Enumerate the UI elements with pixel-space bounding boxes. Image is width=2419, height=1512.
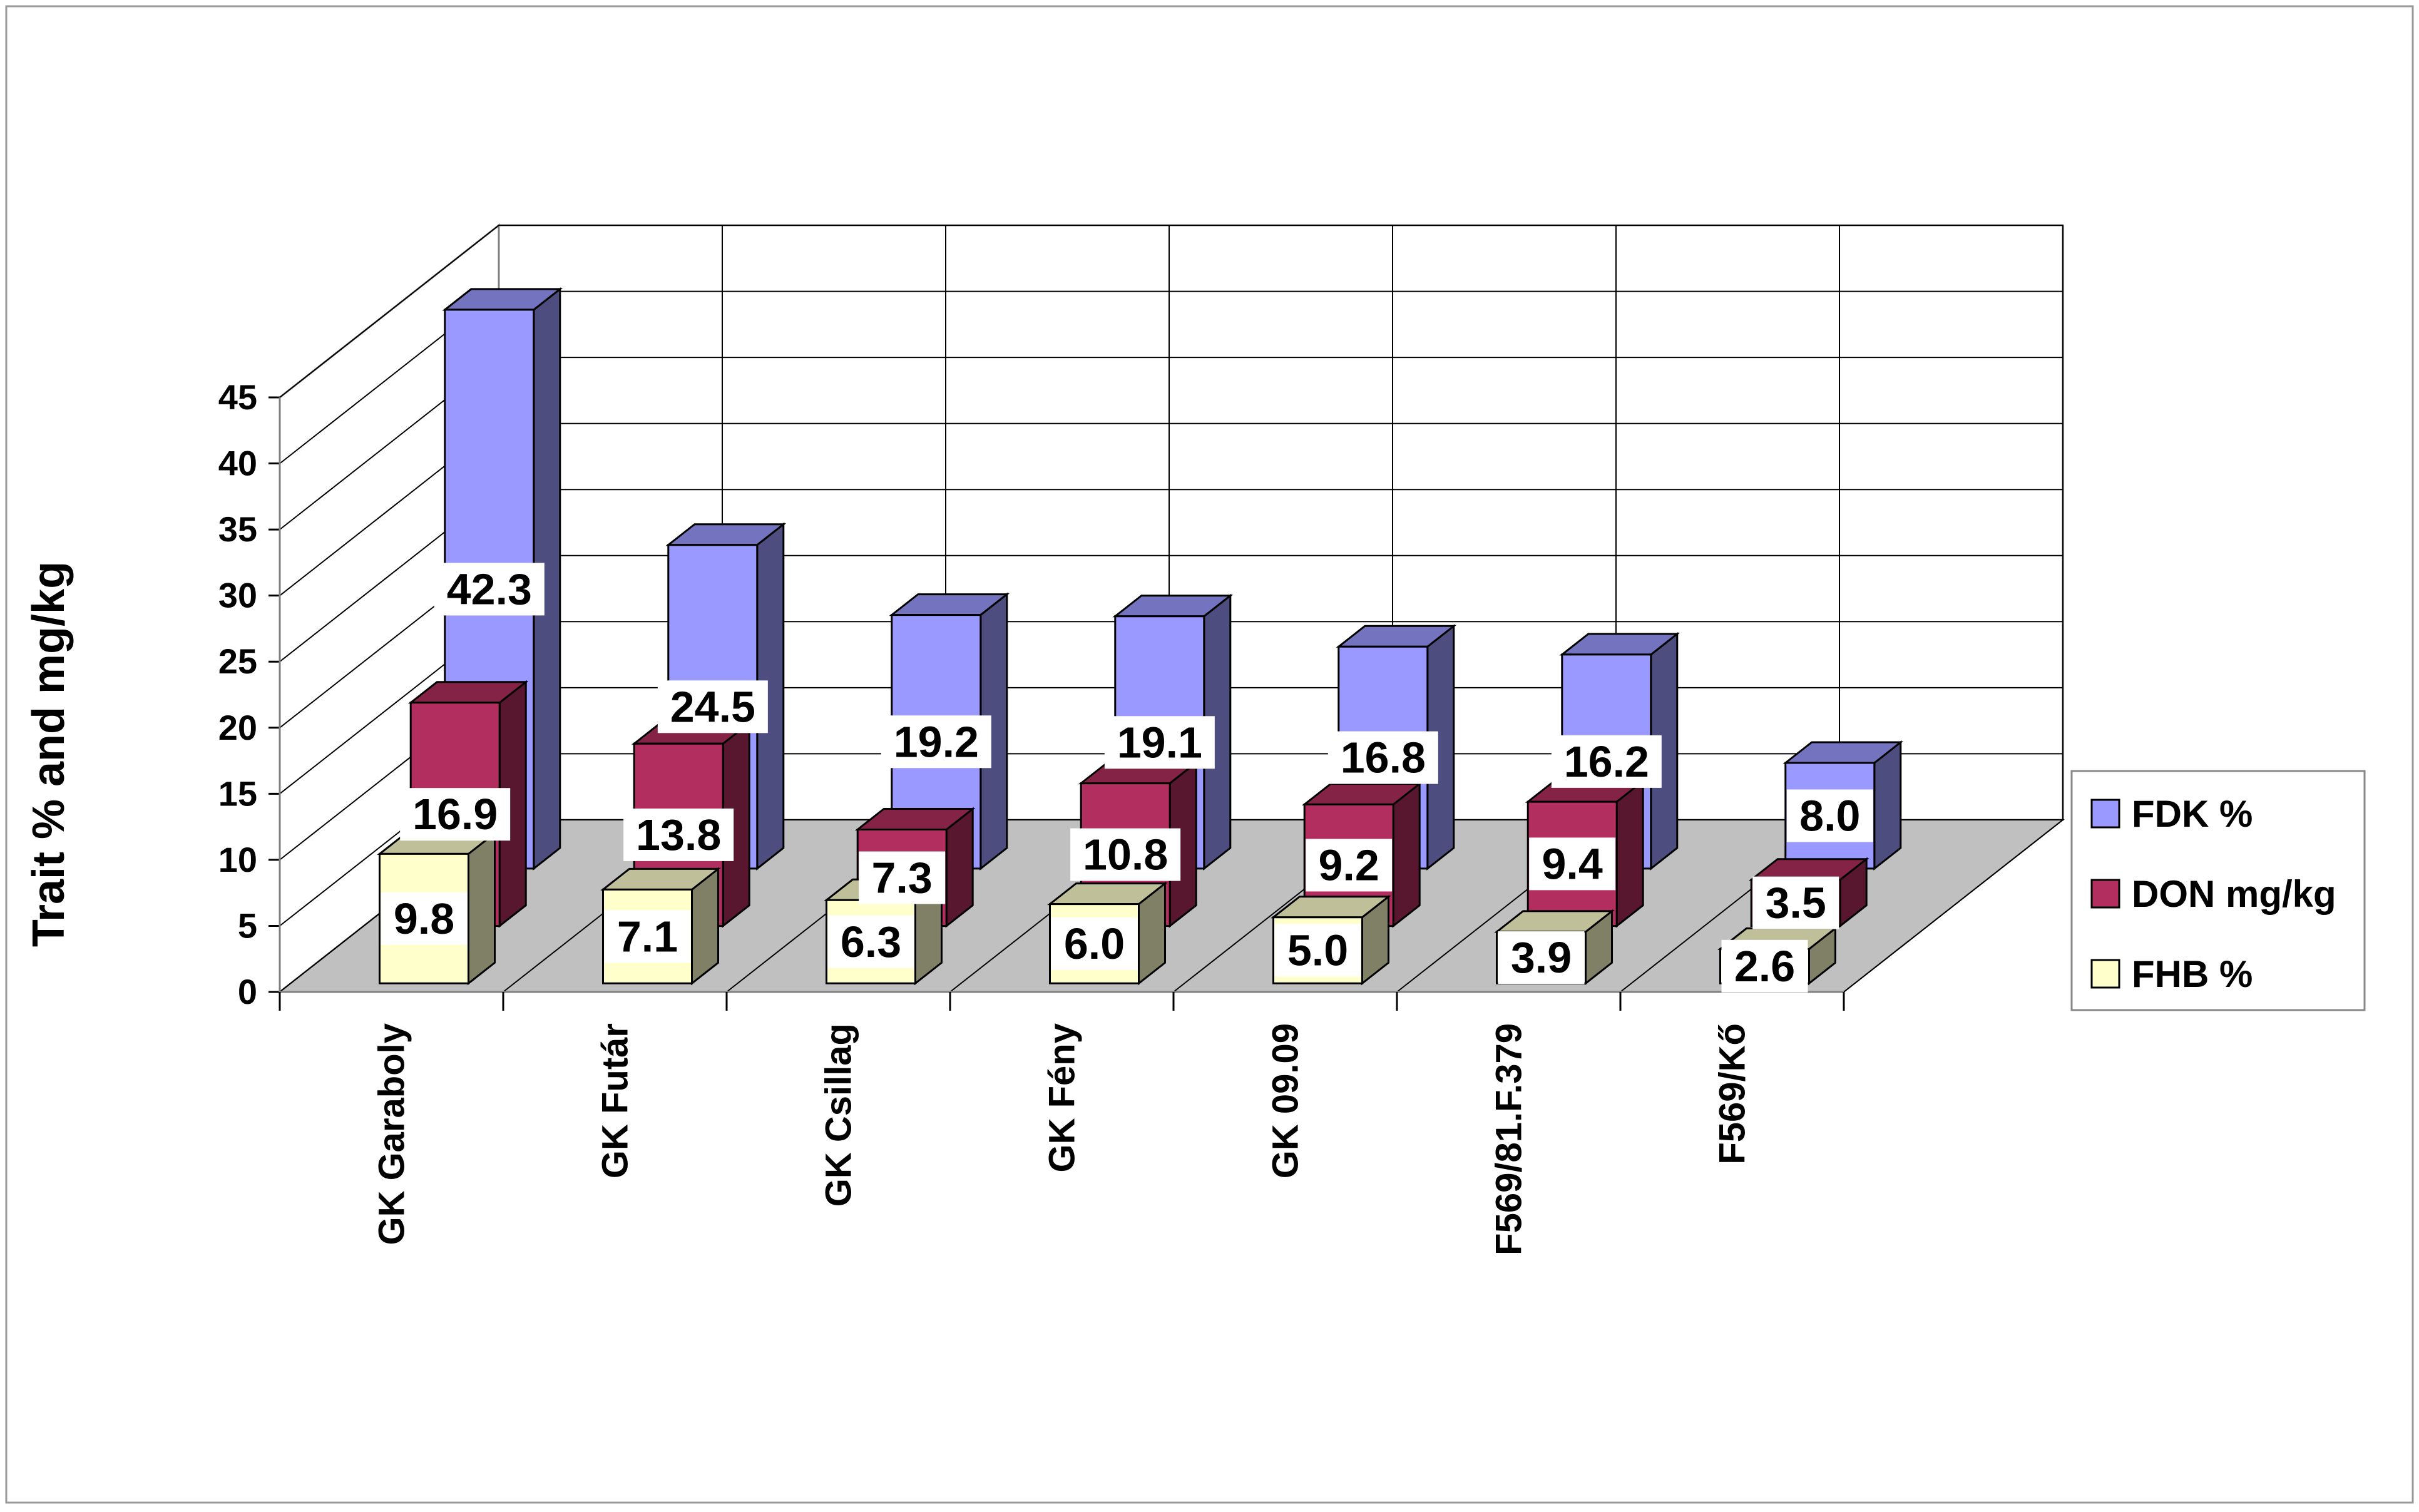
- data-label-bg: [1070, 828, 1181, 881]
- y-tick-label: 40: [218, 444, 257, 483]
- y-tick-label: 45: [218, 377, 257, 417]
- axes: 0 5 10 15 20 25 30 35 40 45 GK Garaboly GK Futár GK …: [218, 377, 1845, 1255]
- y-tick-label: 5: [238, 906, 257, 945]
- data-label: 24.5: [657, 680, 768, 733]
- data-label-bg: [434, 563, 545, 616]
- data-label-bg: [859, 851, 946, 904]
- data-label-text: 13.8: [636, 810, 721, 859]
- data-label-bg: [623, 808, 734, 861]
- data-label: 9.2: [1306, 839, 1393, 892]
- data-label-bg: [1306, 839, 1393, 892]
- data-label: 19.1: [1104, 716, 1215, 769]
- data-label-bg: [1051, 917, 1138, 970]
- x-tick-label: GK Garaboly: [372, 1023, 412, 1245]
- data-label-text: 19.1: [1117, 718, 1202, 767]
- x-tick-label: F569/Kő: [1712, 1023, 1753, 1165]
- y-tick-label: 10: [218, 840, 257, 879]
- y-tick-label: 15: [218, 774, 257, 813]
- data-label: 42.3: [434, 563, 545, 616]
- data-label-bg: [1274, 924, 1361, 977]
- bar-side: [1615, 779, 1644, 928]
- bar-side: [1392, 782, 1421, 928]
- data-label-text: 3.9: [1511, 933, 1572, 982]
- x-tick-label: GK 09.09: [1266, 1023, 1306, 1178]
- data-label: 19.2: [881, 715, 991, 769]
- data-label: 16.2: [1551, 735, 1662, 788]
- data-label-bg: [381, 892, 468, 945]
- bar-side: [468, 831, 496, 986]
- data-label: 3.9: [1498, 931, 1585, 984]
- data-label-text: 16.9: [412, 790, 498, 839]
- data-label: 10.8: [1070, 828, 1181, 881]
- data-label-bg: [1721, 939, 1808, 993]
- data-label-text: 9.8: [394, 894, 454, 943]
- data-label-bg: [881, 715, 991, 769]
- data-label-bg: [1104, 716, 1215, 769]
- y-tick-label: 0: [238, 972, 257, 1011]
- data-label-text: 6.3: [841, 917, 901, 966]
- data-label-bg: [1498, 931, 1585, 984]
- data-label: 3.5: [1752, 876, 1839, 929]
- data-label-bg: [1786, 789, 1873, 842]
- data-label-text: 6.0: [1064, 919, 1125, 968]
- x-tick-label: GK Fény: [1042, 1023, 1083, 1173]
- data-label-text: 10.8: [1083, 830, 1168, 879]
- data-label: 8.0: [1786, 789, 1873, 842]
- bar-side: [1873, 740, 1902, 871]
- data-label-text: 16.2: [1564, 737, 1649, 786]
- data-label: 6.3: [827, 915, 914, 968]
- floor-divider: [1843, 819, 2064, 993]
- data-label: 6.0: [1051, 917, 1138, 970]
- data-label: 16.8: [1327, 731, 1438, 784]
- data-label-text: 9.4: [1542, 839, 1603, 888]
- data-label: 7.3: [859, 851, 946, 904]
- legend-swatch: [2090, 959, 2120, 989]
- y-tick-label: 25: [218, 641, 257, 681]
- legend: FDK % DON mg/kg FHB %: [2070, 770, 2366, 1011]
- data-label: 13.8: [623, 808, 734, 861]
- data-label-text: 8.0: [1799, 791, 1860, 840]
- x-tick-label: GK Futár: [595, 1023, 636, 1178]
- legend-swatch: [2090, 879, 2120, 909]
- data-label-text: 9.2: [1319, 840, 1379, 889]
- data-label-text: 7.1: [617, 912, 678, 961]
- data-label-bg: [1529, 837, 1616, 891]
- data-label: 9.4: [1529, 837, 1616, 891]
- data-label-text: 5.0: [1287, 926, 1348, 974]
- data-label-text: 19.2: [894, 717, 979, 766]
- data-label: 9.8: [381, 892, 468, 945]
- data-label-text: 16.8: [1341, 733, 1426, 782]
- y-axis-title: Trait % and mg/kg: [24, 561, 74, 947]
- data-label-text: 7.3: [872, 854, 933, 902]
- x-tick-label: GK Csillag: [819, 1023, 859, 1207]
- data-label-bg: [1752, 876, 1839, 929]
- x-tick-label: F569/81.F.379: [1489, 1023, 1530, 1255]
- data-label-bg: [1551, 735, 1662, 788]
- data-label-bg: [657, 680, 768, 733]
- data-label: 7.1: [604, 910, 691, 963]
- data-label: 16.9: [400, 788, 511, 841]
- legend-swatch: [2090, 799, 2120, 829]
- data-label-text: 24.5: [670, 682, 755, 731]
- data-label-text: 2.6: [1734, 942, 1795, 991]
- legend-label: DON mg/kg: [2132, 873, 2336, 915]
- y-tick-label: 30: [218, 576, 257, 615]
- gridline: [279, 225, 2063, 398]
- data-label-bg: [604, 910, 691, 963]
- data-label-bg: [1327, 731, 1438, 784]
- data-label-text: 3.5: [1766, 879, 1826, 927]
- data-label-text: 42.3: [447, 564, 532, 613]
- data-label-bg: [400, 788, 511, 841]
- data-label: 5.0: [1274, 924, 1361, 977]
- legend-label: FDK %: [2132, 793, 2253, 835]
- y-tick-label: 20: [218, 708, 257, 747]
- legend-box: [2070, 770, 2366, 1011]
- data-labels: 42.3 24.5 19.2 19.1 16.8 16.2 8.0 16.9 13.8 7.3 10…: [381, 563, 1873, 993]
- legend-label: FHB %: [2132, 953, 2253, 995]
- y-tick-label: 35: [218, 509, 257, 549]
- data-label-bg: [827, 915, 914, 968]
- data-label: 2.6: [1721, 939, 1808, 993]
